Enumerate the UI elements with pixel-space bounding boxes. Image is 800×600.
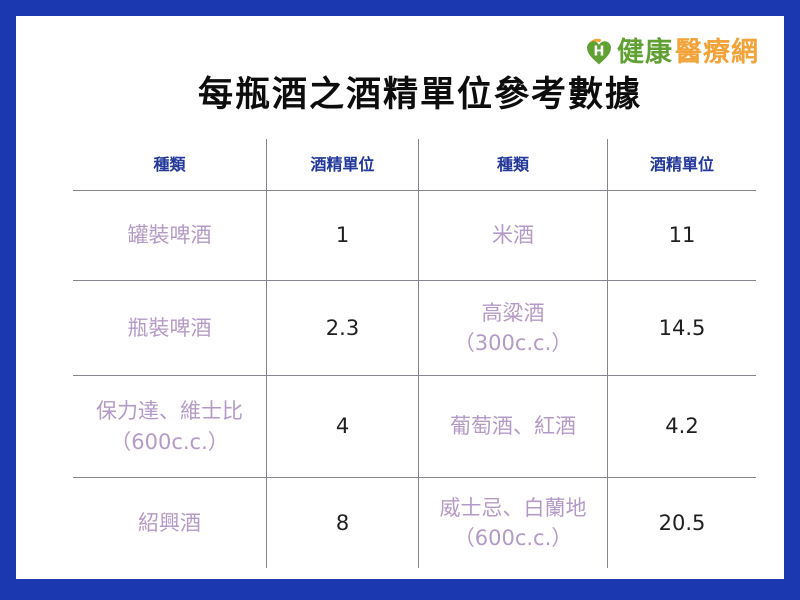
col-header-units-right: 酒精單位	[608, 139, 756, 191]
table-cell-units: 4.2	[608, 376, 756, 478]
table-cell-type: 紹興酒	[73, 478, 267, 568]
svg-text:H: H	[594, 45, 605, 60]
table-cell-type: 保力達、維士比 （600c.c.）	[73, 376, 267, 478]
table-cell-type: 威士忌、白蘭地 （600c.c.）	[419, 478, 608, 568]
col-header-type-left: 種類	[73, 139, 267, 191]
table-cell-units: 8	[267, 478, 419, 568]
heart-h-icon: H	[583, 36, 615, 68]
table-cell-type: 罐裝啤酒	[73, 191, 267, 281]
table-cell-type: 葡萄酒、紅酒	[419, 376, 608, 478]
content-area: H 健康 醫療網 每瓶酒之酒精單位參考數據 種類 酒精單位 種類 酒精單位 罐裝啤…	[16, 16, 784, 579]
table-cell-units: 20.5	[658, 510, 706, 535]
col-header-type-right: 種類	[419, 139, 608, 191]
table-cell-type: 瓶裝啤酒	[73, 281, 267, 376]
table-cell-units: 4	[267, 376, 419, 478]
col-header-units-left: 酒精單位	[267, 139, 419, 191]
table-cell-units: 11	[608, 191, 756, 281]
logo-text-green: 健康	[617, 36, 673, 68]
logo-text-orange: 醫療網	[675, 36, 759, 68]
table-cell-units: 14.5	[608, 281, 756, 376]
table-cell-units: 1	[267, 191, 419, 281]
table-cell-type: 高粱酒 （300c.c.）	[419, 281, 608, 376]
table-cell-units: 2.3	[267, 281, 419, 376]
table-cell-type: 米酒	[419, 191, 608, 281]
page-title: 每瓶酒之酒精單位參考數據	[197, 75, 642, 115]
alcohol-units-table: 種類 酒精單位 種類 酒精單位 罐裝啤酒 1 米酒 11 瓶裝啤酒 2.3 高粱…	[73, 139, 756, 568]
site-logo: H 健康 醫療網	[583, 36, 759, 68]
